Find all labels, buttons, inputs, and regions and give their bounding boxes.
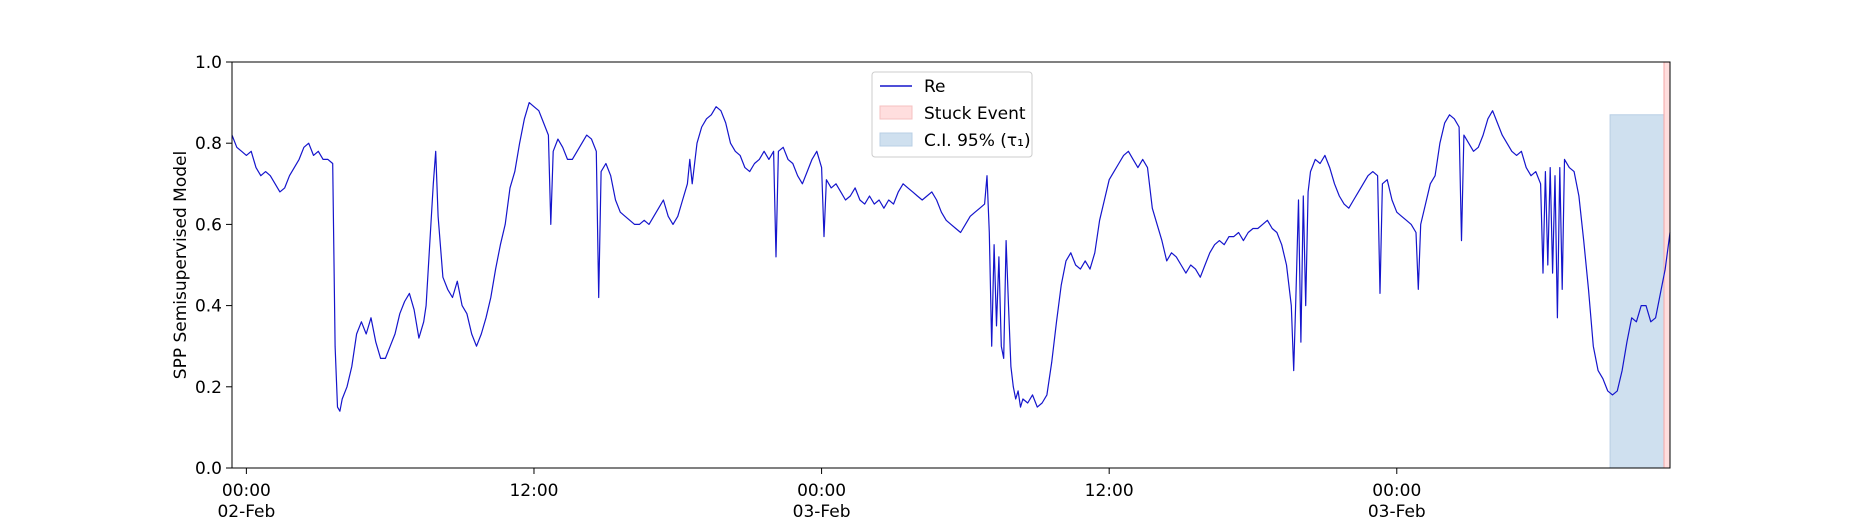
legend-label: Re [924, 77, 946, 97]
y-tick-label: 1.0 [195, 53, 222, 73]
y-tick-label: 0.4 [195, 297, 222, 317]
x-tick-label: 00:00 [1372, 481, 1421, 501]
ci-band [1609, 114, 1671, 469]
legend-label: C.I. 95% (τ₁) [924, 131, 1031, 151]
y-tick-label: 0.8 [195, 134, 222, 154]
stuck-event-band [1663, 61, 1671, 469]
legend-swatch-patch [879, 105, 913, 120]
series-line-re [231, 102, 1671, 412]
y-tick-label: 0.0 [195, 459, 222, 479]
series-layer [231, 102, 1671, 412]
x-tick-year-label: 1900 [225, 523, 268, 525]
y-tick-label: 0.2 [195, 378, 222, 398]
legend-label: Stuck Event [924, 104, 1026, 124]
axes: 0.0 0.2 0.4 0.6 0.8 1.0 SPP Semisupervised Mod… [171, 53, 1671, 525]
legend: Re Stuck Event C.I. 95% (τ₁) [871, 71, 1033, 158]
y-tick-label: 0.6 [195, 215, 222, 235]
legend-swatch-patch [879, 132, 913, 147]
x-tick-date-label: 02-Feb [217, 502, 275, 522]
x-tick-label: 00:00 [797, 481, 846, 501]
plot-frame [231, 61, 1671, 469]
x-tick-label: 00:00 [222, 481, 271, 501]
x-tick-label: 12:00 [1085, 481, 1134, 501]
y-axis-label: SPP Semisupervised Model [171, 151, 191, 379]
x-tick-date-label: 03-Feb [1368, 502, 1426, 522]
x-tick-label: 12:00 [509, 481, 558, 501]
background-bands [1609, 61, 1671, 469]
x-tick-date-label: 03-Feb [793, 502, 851, 522]
